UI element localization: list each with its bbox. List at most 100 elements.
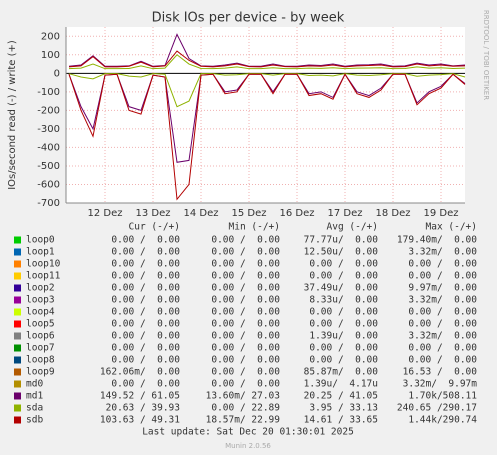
legend-swatch — [14, 368, 21, 376]
legend-label: loop10 — [26, 259, 61, 270]
legend-value: 0.00 / 0.00 — [211, 331, 280, 342]
legend-value: 149.52 / 61.05 — [100, 391, 180, 402]
series-line — [68, 33, 466, 67]
y-tick-label: 100 — [41, 50, 60, 61]
legend-label: loop5 — [26, 319, 55, 330]
legend-value: 0.00 / 0.00 — [111, 283, 180, 294]
legend-label: sda — [26, 403, 43, 414]
legend-value: 0.00 / 0.00 — [211, 283, 280, 294]
plot-area — [66, 27, 465, 203]
legend-value: 0.00 / 0.00 — [408, 307, 477, 318]
series-line — [68, 50, 466, 68]
legend-value: 0.00 / 0.00 — [309, 343, 378, 354]
legend-value: 0.00 / 0.00 — [211, 235, 280, 246]
legend-swatch — [14, 344, 21, 352]
x-tick-label: 13 Dez — [135, 208, 170, 219]
legend-value: 20.63 / 39.93 — [106, 403, 180, 414]
legend-value: 1.70k/508.11 — [408, 391, 477, 402]
legend-value: 77.77u/ 0.00 — [304, 235, 379, 246]
legend-value: 0.00 / 0.00 — [211, 355, 280, 366]
legend-value: 1.39u/ 4.17u — [304, 379, 378, 390]
legend-label: loop11 — [26, 271, 61, 282]
legend-value: 1.39u/ 0.00 — [309, 331, 378, 342]
legend-value: 0.00 / 0.00 — [111, 295, 180, 306]
legend-swatch — [14, 260, 21, 268]
y-tick-label: -200 — [37, 105, 60, 116]
y-tick-label: -400 — [37, 142, 60, 153]
legend-value: 0.00 / 0.00 — [211, 319, 280, 330]
legend-swatch — [14, 404, 21, 412]
legend-value: 240.65 /290.17 — [397, 403, 477, 414]
y-tick-label: -300 — [37, 124, 60, 135]
legend-value: 0.00 / 0.00 — [408, 343, 477, 354]
legend-label: loop7 — [26, 343, 55, 354]
legend-value: 0.00 / 0.00 — [211, 367, 280, 378]
legend-value: 0.00 / 22.89 — [211, 403, 280, 414]
column-header: Avg (-/+) — [327, 222, 378, 233]
y-tick-label: 200 — [41, 31, 60, 42]
legend-value: 8.33u/ 0.00 — [309, 295, 378, 306]
legend-value: 0.00 / 0.00 — [111, 379, 180, 390]
legend-value: 3.95 / 33.13 — [309, 403, 378, 414]
series-line — [68, 73, 466, 108]
legend-swatch — [14, 356, 21, 364]
legend-value: 0.00 / 0.00 — [309, 319, 378, 330]
legend-value: 0.00 / 0.00 — [111, 235, 180, 246]
legend-swatch — [14, 416, 21, 424]
legend-swatch — [14, 392, 21, 400]
legend-value: 0.00 / 0.00 — [211, 271, 280, 282]
x-tick-label: 19 Dez — [423, 208, 458, 219]
y-tick-label: 0 — [54, 68, 60, 79]
x-tick-label: 16 Dez — [279, 208, 314, 219]
legend-value: 0.00 / 0.00 — [211, 259, 280, 270]
legend-value: 103.63 / 49.31 — [100, 415, 180, 426]
legend-swatch — [14, 308, 21, 316]
legend-value: 0.00 / 0.00 — [211, 295, 280, 306]
legend-swatch — [14, 284, 21, 292]
legend-value: 0.00 / 0.00 — [111, 259, 180, 270]
legend-value: 3.32m/ 0.00 — [408, 331, 477, 342]
series-line — [68, 54, 466, 70]
side-label: RRDTOOL / TOBI OETIKER — [482, 10, 490, 100]
x-tick-label: 14 Dez — [183, 208, 218, 219]
x-tick-label: 15 Dez — [231, 208, 266, 219]
column-header: Max (-/+) — [426, 222, 477, 233]
legend-value: 20.25 / 41.05 — [304, 391, 378, 402]
legend-value: 0.00 / 0.00 — [211, 379, 280, 390]
y-tick-label: -600 — [37, 179, 60, 190]
legend-value: 0.00 / 0.00 — [111, 355, 180, 366]
legend-value: 0.00 / 0.00 — [111, 319, 180, 330]
legend-swatch — [14, 332, 21, 340]
legend-value: 0.00 / 0.00 — [408, 271, 477, 282]
legend-swatch — [14, 236, 21, 244]
legend-value: 0.00 / 0.00 — [211, 307, 280, 318]
legend-label: loop1 — [26, 247, 55, 258]
y-axis-label: IOs/second read (-) / write (+) — [7, 40, 18, 190]
legend-value: 179.40m/ 0.00 — [397, 235, 477, 246]
y-tick-label: -500 — [37, 161, 60, 172]
legend-swatch — [14, 320, 21, 328]
legend-value: 0.00 / 0.00 — [111, 271, 180, 282]
legend-value: 0.00 / 0.00 — [309, 271, 378, 282]
legend-value: 0.00 / 0.00 — [408, 319, 477, 330]
legend-label: md0 — [26, 379, 43, 390]
legend-value: 0.00 / 0.00 — [408, 259, 477, 270]
y-tick-label: -700 — [37, 198, 60, 209]
legend-value: 85.87m/ 0.00 — [304, 367, 379, 378]
legend-swatch — [14, 272, 21, 280]
x-tick-label: 12 Dez — [87, 208, 122, 219]
last-update: Last update: Sat Dec 20 01:30:01 2025 — [142, 427, 354, 438]
legend-label: loop8 — [26, 355, 55, 366]
footer: Munin 2.0.56 — [225, 442, 271, 450]
legend-value: 16.53 / 0.00 — [403, 367, 478, 378]
x-tick-label: 17 Dez — [327, 208, 362, 219]
legend-label: md1 — [26, 391, 43, 402]
legend-label: loop9 — [26, 367, 55, 378]
legend-value: 0.00 / 0.00 — [309, 355, 378, 366]
y-tick-label: -100 — [37, 87, 60, 98]
legend-value: 12.50u/ 0.00 — [304, 247, 379, 258]
legend-label: loop0 — [26, 235, 55, 246]
legend-value: 3.32m/ 9.97m — [403, 379, 478, 390]
chart-title: Disk IOs per device - by week — [152, 11, 345, 26]
